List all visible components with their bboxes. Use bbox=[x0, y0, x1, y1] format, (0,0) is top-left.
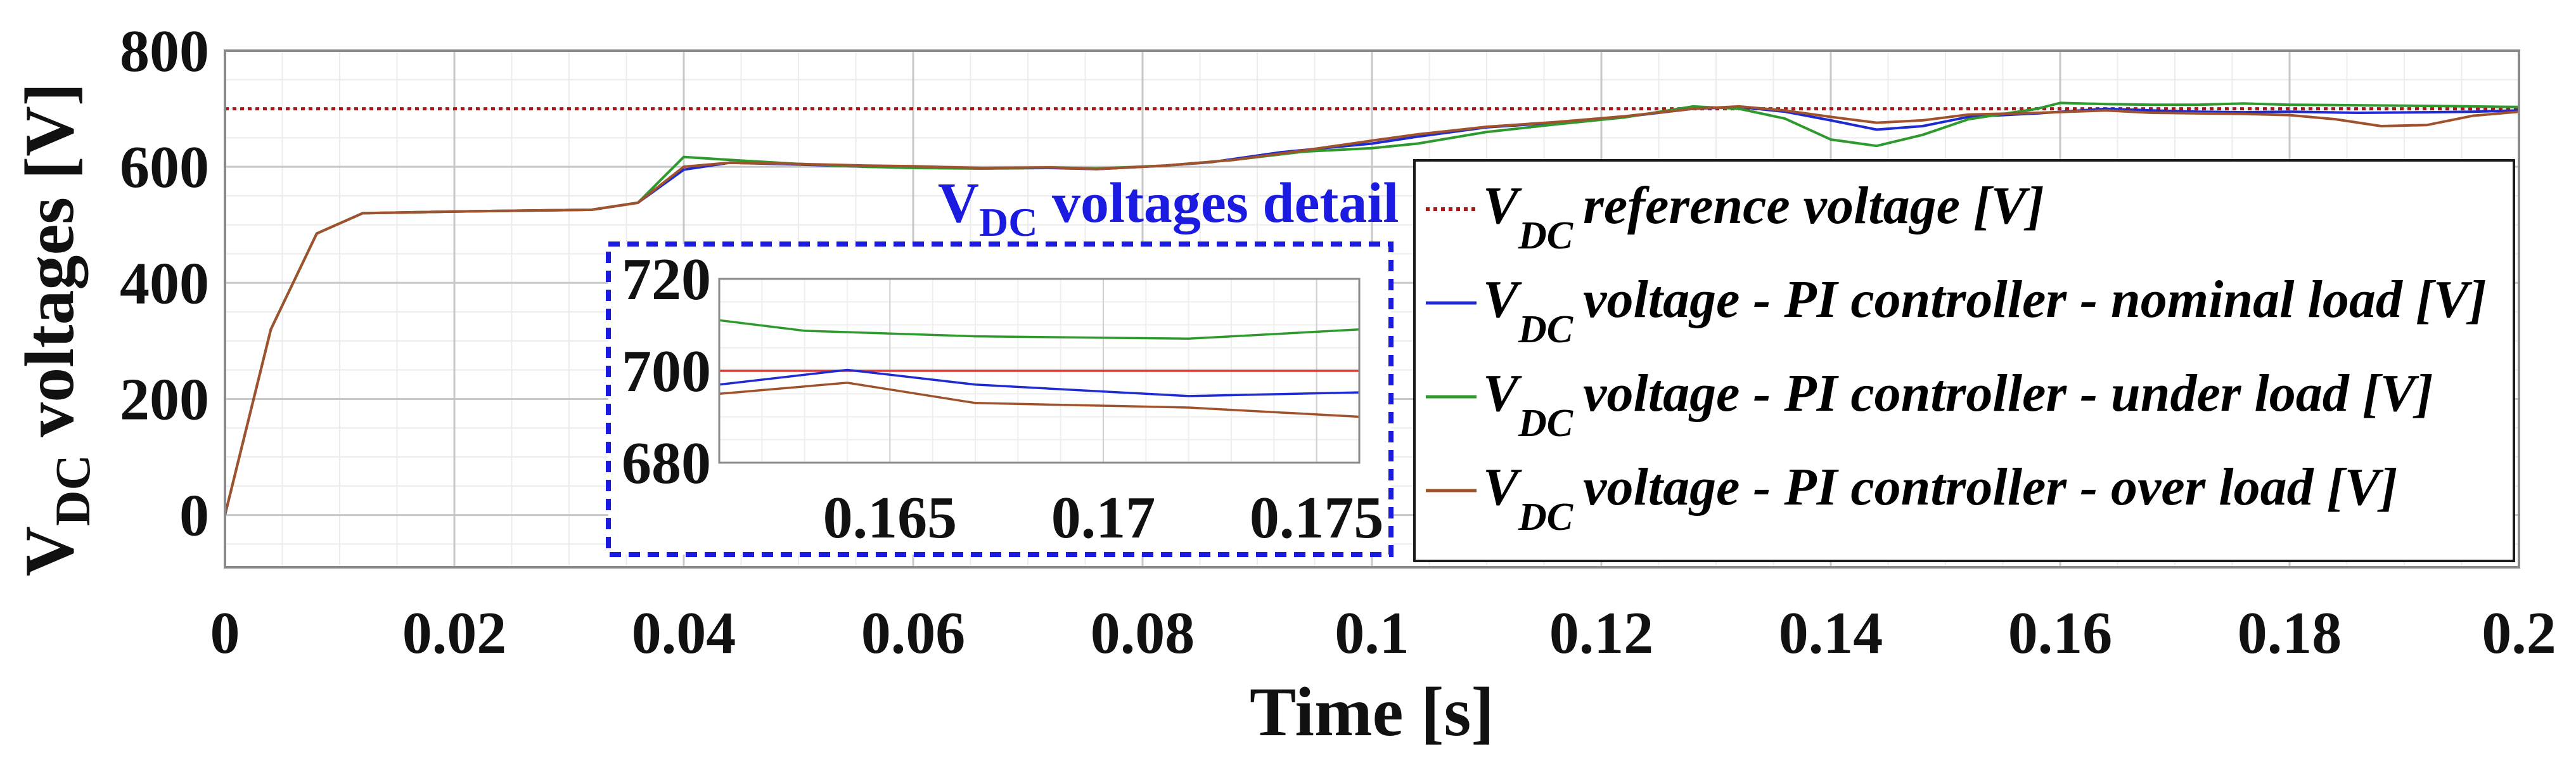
legend-label-text: voltage - PI controller - under load [V] bbox=[1583, 364, 2433, 423]
y-tick-label: 0 bbox=[179, 483, 209, 549]
y-axis-title-sub: DC bbox=[45, 454, 100, 526]
x-tick-label: 0.12 bbox=[1549, 600, 1654, 666]
legend-label-2: VDCvoltage - PI controller - under load … bbox=[1483, 364, 2433, 445]
y-axis-title: VDC voltages [V] bbox=[11, 83, 100, 577]
legend-entries: VDCreference voltage [V]VDCvoltage - PI … bbox=[1426, 176, 2487, 539]
y-tick-label: 400 bbox=[120, 250, 209, 316]
legend-label-3: VDCvoltage - PI controller - over load [… bbox=[1483, 458, 2398, 539]
x-tick-label: 0.1 bbox=[1335, 600, 1409, 666]
inset-y-tick-label: 720 bbox=[622, 247, 711, 312]
series-line-3 bbox=[224, 105, 2520, 516]
inset-series-line-3 bbox=[719, 382, 1360, 418]
inset-title: VDC voltages detail bbox=[938, 172, 1399, 245]
y-tick-label: 600 bbox=[120, 134, 209, 200]
inset-x-ticks: 0.165 0.17 0.175 bbox=[823, 485, 1384, 551]
legend: VDCreference voltage [V]VDCvoltage - PI … bbox=[1413, 159, 2515, 562]
legend-label-text: voltage - PI controller - nominal load [… bbox=[1583, 270, 2487, 329]
legend-label-sub: DC bbox=[1518, 496, 1573, 539]
inset-title-suffix: voltages detail bbox=[1037, 172, 1399, 235]
x-tick-label: 0.02 bbox=[402, 600, 507, 666]
y-tick-label: 200 bbox=[120, 366, 209, 432]
x-tick-label: 0.14 bbox=[1779, 600, 1883, 666]
x-tick-label: 0 bbox=[210, 600, 240, 666]
legend-label-sub: DC bbox=[1518, 214, 1573, 257]
legend-label-0: VDCreference voltage [V] bbox=[1483, 176, 2044, 257]
inset-x-tick-label: 0.175 bbox=[1250, 485, 1384, 551]
inset-title-prefix: V bbox=[938, 172, 979, 235]
legend-box bbox=[1413, 159, 2515, 562]
inset-detail: 0.165 0.17 0.175 680 700 720 VDC voltages de… bbox=[606, 172, 1399, 557]
legend-label-text: voltage - PI controller - over load [V] bbox=[1583, 458, 2397, 517]
x-axis-ticks: 0 0.02 0.04 0.06 0.08 0.1 0.12 0.14 0.16 0.18 0.2 bbox=[210, 600, 2556, 666]
x-tick-label: 0.06 bbox=[861, 600, 966, 666]
inset-title-sub: DC bbox=[979, 200, 1037, 245]
main-series-group bbox=[224, 101, 2520, 516]
inset-x-tick-label: 0.17 bbox=[1051, 485, 1156, 551]
legend-label-1: VDCvoltage - PI controller - nominal loa… bbox=[1483, 270, 2487, 351]
x-tick-label: 0.16 bbox=[2008, 600, 2113, 666]
x-tick-label: 0.18 bbox=[2238, 600, 2342, 666]
legend-label-prefix: V bbox=[1483, 364, 1522, 423]
legend-label-sub: DC bbox=[1518, 402, 1573, 445]
series-line-2 bbox=[224, 101, 2520, 516]
inset-series-group bbox=[719, 319, 1360, 418]
plot-area-frame bbox=[224, 49, 2520, 569]
x-tick-label: 0.04 bbox=[632, 600, 736, 666]
inset-plot-frame bbox=[718, 278, 1361, 464]
inset-border bbox=[606, 241, 1394, 557]
inset-series-line-1 bbox=[719, 368, 1360, 397]
inset-x-tick-label: 0.165 bbox=[823, 485, 958, 551]
inset-series-line-2 bbox=[719, 319, 1360, 340]
inset-y-tick-label: 680 bbox=[622, 430, 711, 496]
y-axis-title-suffix: voltages [V] bbox=[11, 83, 88, 455]
legend-label-prefix: V bbox=[1483, 176, 1522, 235]
legend-label-text: reference voltage [V] bbox=[1583, 176, 2044, 235]
x-axis-title: Time [s] bbox=[1250, 673, 1494, 750]
inset-y-tick-label: 700 bbox=[622, 338, 711, 404]
inset-background bbox=[608, 244, 1391, 555]
inset-y-ticks: 680 700 720 bbox=[622, 247, 711, 496]
legend-label-sub: DC bbox=[1518, 308, 1573, 351]
legend-label-prefix: V bbox=[1483, 458, 1522, 517]
y-axis-ticks: 0 200 400 600 800 bbox=[120, 18, 209, 549]
y-tick-label: 800 bbox=[120, 18, 209, 84]
y-axis-title-prefix: V bbox=[11, 526, 88, 576]
x-tick-label: 0.08 bbox=[1091, 600, 1195, 666]
x-tick-label: 0.2 bbox=[2482, 600, 2556, 666]
legend-label-prefix: V bbox=[1483, 270, 1522, 329]
